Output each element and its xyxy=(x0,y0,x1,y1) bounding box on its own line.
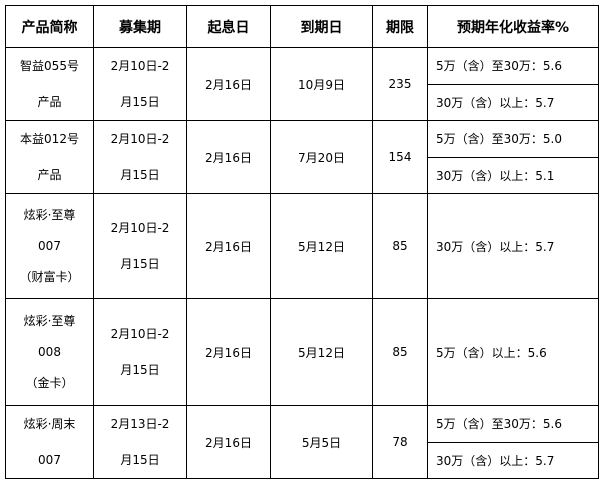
product-name: 炫彩·周末 007 xyxy=(5,405,94,479)
maturity-date: 5月12日 xyxy=(270,298,373,406)
maturity-date: 10月9日 xyxy=(270,47,373,121)
name-line: 008 xyxy=(38,344,61,359)
term: 85 xyxy=(372,193,428,299)
maturity-date: 5月12日 xyxy=(270,193,373,299)
term: 235 xyxy=(372,47,428,121)
table-row: 本益012号 产品 2月10日-2 月15日 2月16日 7月20日 154 5万（… xyxy=(5,120,599,194)
yield-tier: 5万（含）至30万：5.6 xyxy=(427,405,599,443)
header-raise-period: 募集期 xyxy=(93,5,187,48)
term: 78 xyxy=(372,405,428,479)
yield-tier: 5万（含）至30万：5.0 xyxy=(427,120,599,158)
raise-period: 2月10日-2 月15日 xyxy=(93,120,187,194)
name-line: 本益012号 xyxy=(20,132,79,146)
name-line: 007 xyxy=(38,453,61,467)
period-line: 月15日 xyxy=(120,453,160,467)
name-line: 产品 xyxy=(37,95,62,109)
term: 154 xyxy=(372,120,428,194)
product-table: 产品简称 募集期 起息日 到期日 期限 预期年化收益率% 智益055号 产品 2月… xyxy=(5,5,599,479)
table-row: 炫彩·周末 007 2月13日-2 月15日 2月16日 5月5日 78 5万（含）… xyxy=(5,405,599,479)
start-date: 2月16日 xyxy=(186,120,271,194)
maturity-date: 7月20日 xyxy=(270,120,373,194)
yield-tier: 30万（含）以上：5.1 xyxy=(427,156,599,194)
name-line: （金卡） xyxy=(25,375,74,390)
period-line: 月15日 xyxy=(120,363,160,377)
period-line: 2月13日-2 xyxy=(110,417,170,431)
period-line: 2月10日-2 xyxy=(110,327,170,341)
period-line: 月15日 xyxy=(120,95,160,109)
product-name: 炫彩·至尊 007 （财富卡） xyxy=(5,193,94,299)
yield-tier: 5万（含）至30万：5.6 xyxy=(427,47,599,85)
yield-tier: 5万（含）以上：5.6 xyxy=(427,298,599,406)
product-name: 本益012号 产品 xyxy=(5,120,94,194)
table-row: 智益055号 产品 2月10日-2 月15日 2月16日 10月9日 235 5万（… xyxy=(5,47,599,121)
period-line: 2月10日-2 xyxy=(110,221,170,235)
start-date: 2月16日 xyxy=(186,298,271,406)
period-line: 2月10日-2 xyxy=(110,132,170,146)
yield-tier: 30万（含）以上：5.7 xyxy=(427,441,599,479)
header-start-date: 起息日 xyxy=(186,5,271,48)
start-date: 2月16日 xyxy=(186,405,271,479)
period-line: 月15日 xyxy=(120,257,160,271)
start-date: 2月16日 xyxy=(186,47,271,121)
maturity-date: 5月5日 xyxy=(270,405,373,479)
header-maturity-date: 到期日 xyxy=(270,5,373,48)
period-line: 2月10日-2 xyxy=(110,59,170,73)
period-line: 月15日 xyxy=(120,168,160,182)
name-line: 智益055号 xyxy=(20,59,79,73)
header-row: 产品简称 募集期 起息日 到期日 期限 预期年化收益率% xyxy=(5,5,599,48)
header-yield: 预期年化收益率% xyxy=(427,5,599,48)
product-name: 炫彩·至尊 008 （金卡） xyxy=(5,298,94,406)
name-line: 炫彩·周末 xyxy=(23,417,76,431)
term: 85 xyxy=(372,298,428,406)
start-date: 2月16日 xyxy=(186,193,271,299)
table-row: 炫彩·至尊 008 （金卡） 2月10日-2 月15日 2月16日 5月12日 85 … xyxy=(5,298,599,406)
raise-period: 2月10日-2 月15日 xyxy=(93,298,187,406)
yield-tier: 30万（含）以上：5.7 xyxy=(427,83,599,121)
table-row: 炫彩·至尊 007 （财富卡） 2月10日-2 月15日 2月16日 5月12日 85… xyxy=(5,193,599,299)
raise-period: 2月10日-2 月15日 xyxy=(93,193,187,299)
header-term: 期限 xyxy=(372,5,428,48)
name-line: 产品 xyxy=(37,168,62,182)
header-product-name: 产品简称 xyxy=(5,5,94,48)
product-name: 智益055号 产品 xyxy=(5,47,94,121)
raise-period: 2月13日-2 月15日 xyxy=(93,405,187,479)
name-line: 炫彩·至尊 xyxy=(23,313,76,328)
name-line: （财富卡） xyxy=(19,269,80,284)
yield-tier: 30万（含）以上：5.7 xyxy=(427,193,599,299)
raise-period: 2月10日-2 月15日 xyxy=(93,47,187,121)
name-line: 007 xyxy=(38,238,61,253)
name-line: 炫彩·至尊 xyxy=(23,207,76,222)
